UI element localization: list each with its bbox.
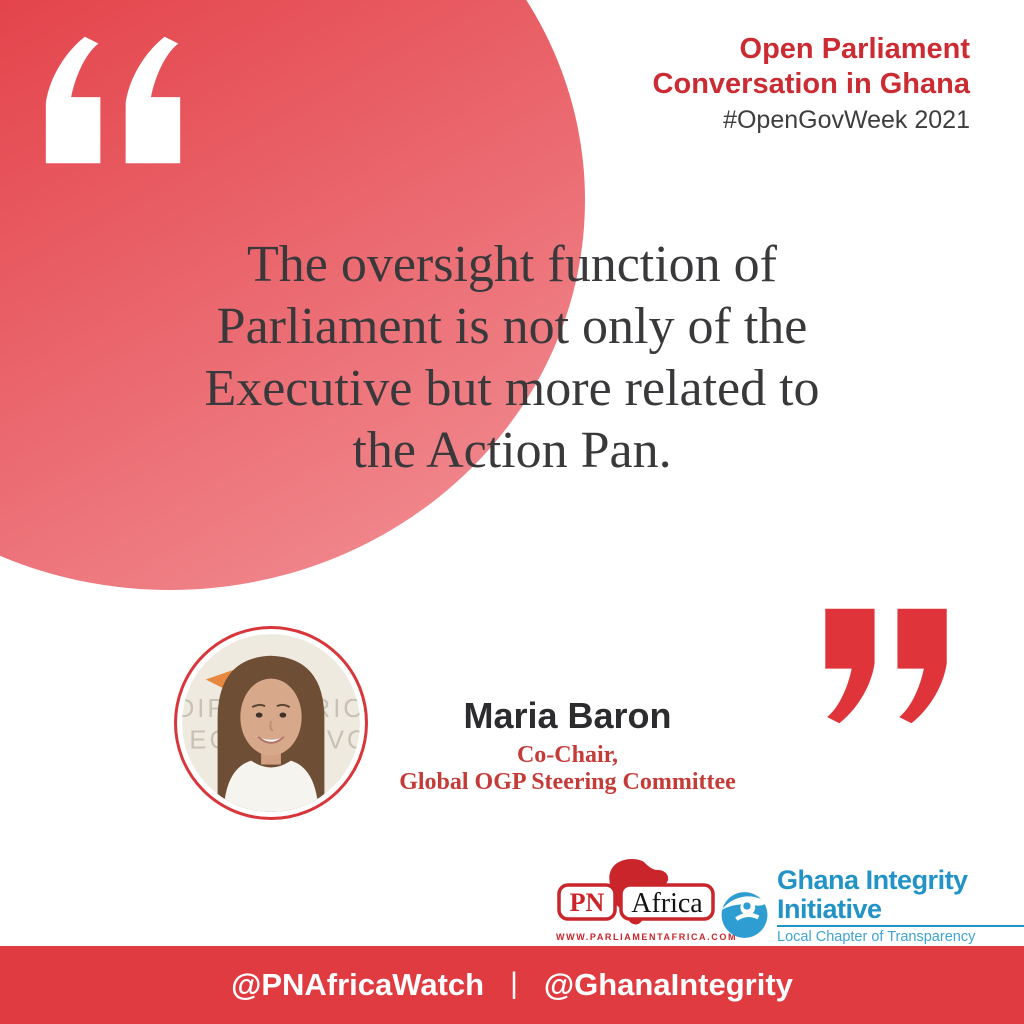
pn-logo-abbr: PN [570,888,605,917]
header-title-line2: Conversation in Ghana [652,68,970,100]
pn-africa-url: WWW.PARLIAMENTAFRICA.COM [556,932,738,942]
gii-name: Ghana Integrity Initiative [777,865,968,924]
quote-text: The oversight function of Parliament is … [0,234,1024,482]
open-quote-icon [45,36,181,164]
footer-separator: | [510,967,518,1000]
header: Open Parliament Conversation in Ghana #O… [653,32,970,135]
footer-bar: @PNAfricaWatch | @GhanaIntegrity [0,946,1024,1024]
pn-africa-logo-graphic: PN Africa [557,859,715,925]
speaker-name: Maria Baron [463,695,672,736]
quote-line: The oversight function of [247,236,777,293]
close-quote-icon [825,608,947,724]
header-title-line1: Open Parliament [739,33,970,65]
speaker-photo: DIRECTORIO LEGISLATIVO [174,626,368,820]
footer-handle-pnafrica: @PNAfricaWatch [231,967,485,1002]
quote-line: Executive but more related to [204,360,820,417]
footer-handle-ghanaintegrity: @GhanaIntegrity [543,967,793,1002]
speaker-photo-illustration: DIRECTORIO LEGISLATIVO [182,634,360,812]
gii-globe-icon [721,891,768,938]
pn-africa-logo: PN Africa WWW.PARLIAMENTAFRICA.COM [556,858,738,942]
speaker-role-line2: Global OGP Steering Committee [399,769,736,795]
gii-underline [777,925,1024,927]
quote-line: Parliament is not only of the [216,298,808,355]
speaker-role-line1: Co-Chair, [516,742,619,768]
quote-line: the Action Pan. [352,422,672,479]
speaker-caption: Maria Baron Co-Chair, Global OGP Steerin… [360,696,775,796]
header-hashtag: #OpenGovWeek 2021 [723,106,970,134]
pn-logo-name: Africa [631,888,703,919]
